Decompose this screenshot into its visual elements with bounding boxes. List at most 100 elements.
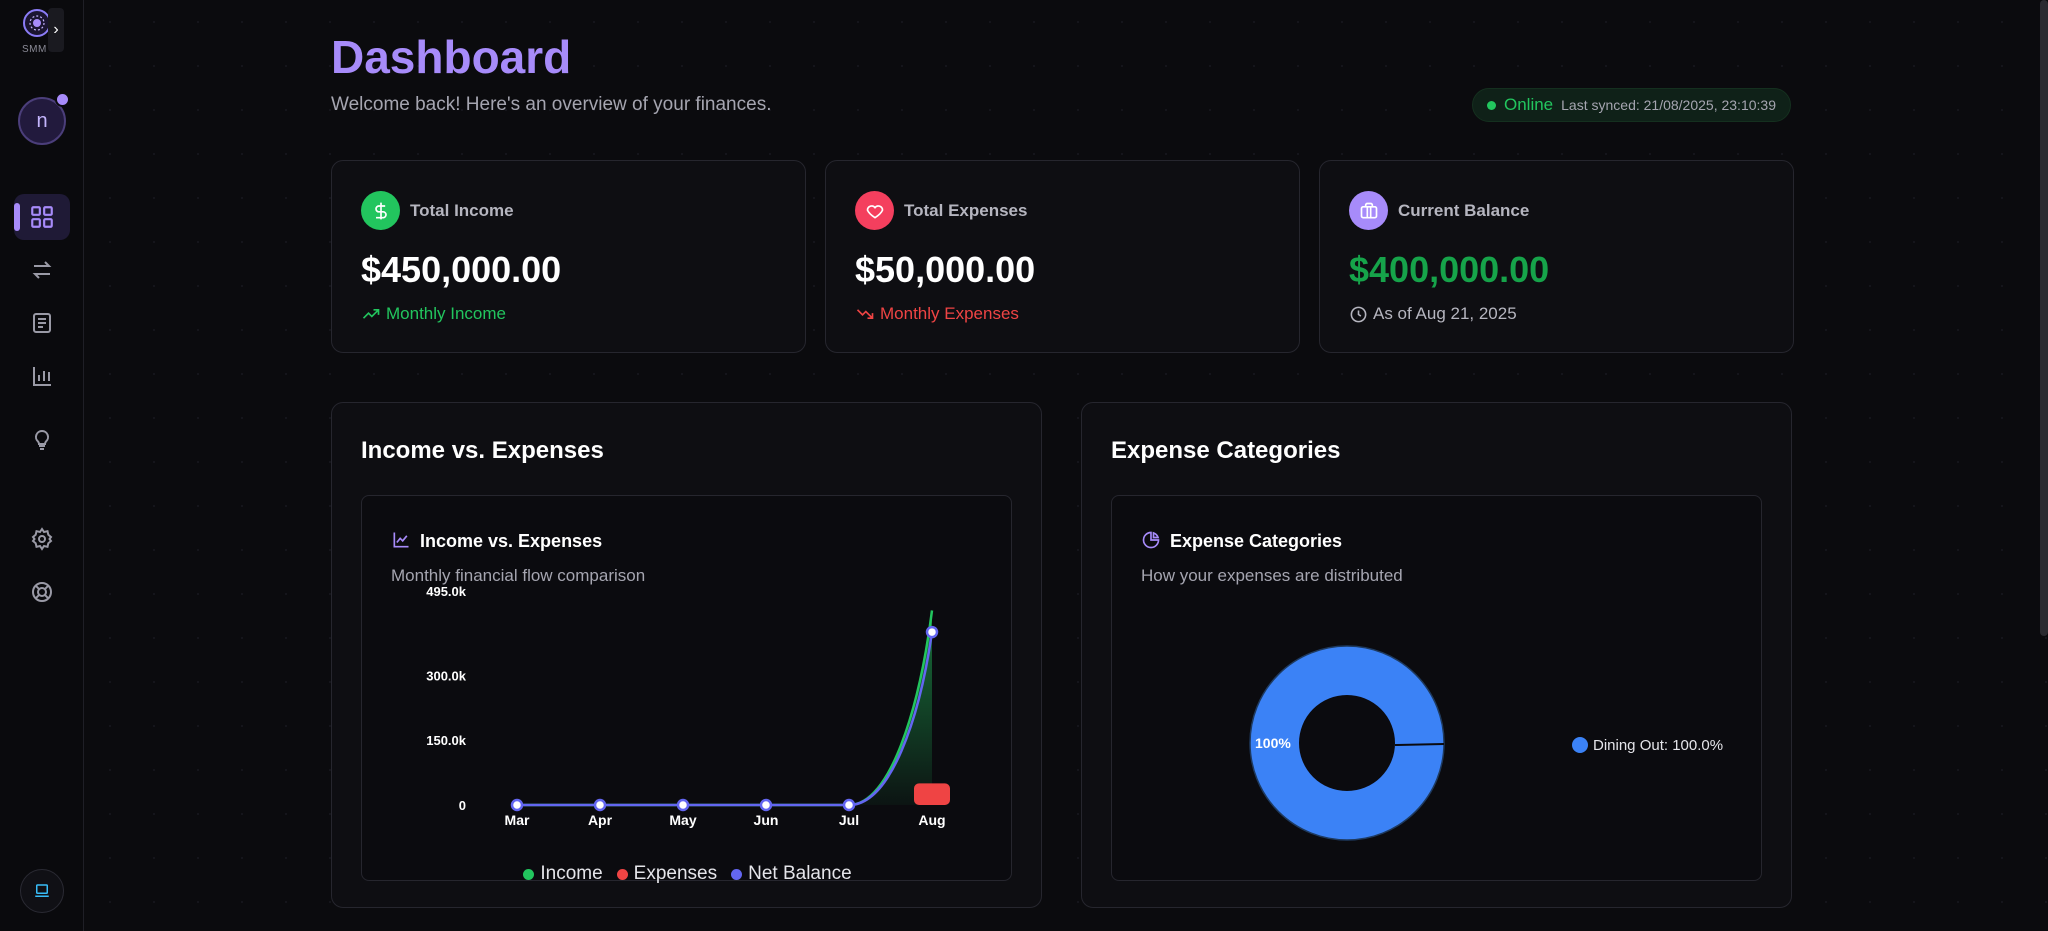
clock-icon: [1350, 306, 1367, 322]
expense-bar[interactable]: [914, 783, 950, 805]
y-tick-label: 300.0k: [426, 668, 467, 683]
x-tick-label: Apr: [588, 812, 613, 828]
app-logo[interactable]: SMM: [20, 8, 64, 56]
legend-dot: [731, 868, 743, 880]
page-scrollbar[interactable]: [2040, 0, 2048, 636]
sidebar-item-settings[interactable]: [14, 516, 70, 562]
sidebar-item-insights[interactable]: [14, 417, 70, 463]
income-vs-expenses-panel: Income vs. Expenses Income vs. Expenses …: [331, 402, 1042, 908]
slice-percent-label: 100%: [1255, 735, 1291, 751]
stat-label: Total Expenses: [904, 201, 1028, 220]
chevron-right-icon: ›: [53, 21, 59, 38]
net-balance-line: [516, 631, 934, 807]
y-tick-label: 0: [459, 798, 466, 813]
net-balance-point[interactable]: [925, 625, 939, 639]
expense-donut-chart: 100% Dining Out: 100.0%: [1249, 645, 1723, 841]
expense-chart-card: Expense Categories How your expenses are…: [1111, 495, 1762, 881]
stat-subtext: Monthly Income: [361, 304, 506, 324]
stat-value: $450,000.00: [361, 249, 562, 290]
y-tick-label: 150.0k: [426, 733, 467, 748]
device-toggle-button[interactable]: [20, 869, 64, 913]
donut-slice-gap: [1394, 743, 1445, 746]
net-balance-point[interactable]: [842, 798, 856, 812]
pie-chart-icon: [1142, 531, 1160, 549]
x-tick-label: Jul: [839, 812, 859, 828]
avatar-status-dot: [55, 92, 70, 107]
y-tick-label: 495.0k: [426, 586, 467, 599]
current-balance-card: Current Balance $400,000.00 As of Aug 21…: [1319, 160, 1794, 353]
arrows-swap-icon: [32, 261, 52, 279]
logo-label: SMM: [22, 44, 47, 55]
sidebar-item-dashboard[interactable]: [14, 194, 70, 240]
lightbulb-icon: [34, 429, 50, 450]
sidebar-item-transactions[interactable]: [14, 247, 70, 293]
lifebuoy-icon: [32, 582, 52, 602]
net-balance-point[interactable]: [676, 798, 690, 812]
legend-label: Income: [540, 863, 603, 884]
status-text: Online: [1504, 95, 1554, 114]
expense-categories-panel: Expense Categories Expense Categories Ho…: [1081, 402, 1792, 908]
chart-subtitle: Monthly financial flow comparison: [391, 566, 646, 585]
bar-chart-icon: [33, 367, 51, 386]
stat-subtext: As of Aug 21, 2025: [1349, 304, 1517, 324]
legend-item[interactable]: Expenses: [616, 863, 718, 885]
legend-dot: [616, 868, 628, 880]
stat-label: Total Income: [410, 201, 514, 220]
net-balance-point[interactable]: [593, 798, 607, 812]
gear-icon: [31, 527, 53, 551]
page-title: Dashboard: [331, 31, 572, 83]
expand-sidebar-button[interactable]: ›: [48, 8, 64, 52]
laptop-icon: [35, 884, 49, 897]
chart-subtitle: How your expenses are distributed: [1141, 566, 1403, 585]
stat-subtext-label: Monthly Expenses: [880, 304, 1019, 323]
sidebar-item-help[interactable]: [14, 569, 70, 615]
stat-label: Current Balance: [1398, 201, 1530, 220]
wallet-icon: [1349, 191, 1388, 230]
x-tick-label: May: [669, 812, 696, 828]
sidebar-item-analytics[interactable]: [14, 353, 70, 399]
stat-value: $400,000.00: [1349, 249, 1550, 290]
legend-dot: [1572, 737, 1588, 753]
stat-subtext-label: Monthly Income: [386, 304, 506, 323]
list-document-icon: [33, 313, 51, 333]
panel-title: Income vs. Expenses: [361, 437, 604, 464]
chart-legend: Income Expenses Net Balance: [362, 863, 1013, 885]
legend-item[interactable]: Net Balance: [731, 863, 852, 885]
page-subtitle: Welcome back! Here's an overview of your…: [331, 94, 772, 115]
panel-title: Expense Categories: [1111, 437, 1341, 464]
trending-down-icon: [856, 309, 874, 319]
legend-dot: [523, 868, 535, 880]
heart-icon: [855, 191, 894, 230]
legend-label: Expenses: [633, 863, 718, 884]
income-expenses-chart: 0 150.0k 300.0k 495.0k Mar Apr May Jun Jul Aug: [426, 586, 950, 828]
area-chart-icon: [393, 532, 409, 548]
online-dot: [1487, 100, 1496, 110]
chart-title: Income vs. Expenses: [420, 531, 603, 551]
dollar-icon: [361, 191, 400, 230]
donut-slice-dining-out[interactable]: [1250, 646, 1444, 840]
x-tick-label: Aug: [918, 812, 945, 828]
x-tick-label: Mar: [505, 812, 530, 828]
total-income-card: Total Income $450,000.00 Monthly Income: [331, 160, 806, 353]
income-line: [516, 610, 934, 807]
active-indicator: [14, 203, 20, 231]
net-balance-point[interactable]: [759, 798, 773, 812]
net-balance-point[interactable]: [510, 798, 524, 812]
grid-icon: [31, 206, 53, 228]
stat-subtext: Monthly Expenses: [855, 304, 1019, 324]
donut-outline: [1249, 645, 1445, 841]
legend-item[interactable]: Income: [523, 863, 603, 885]
income-chart-card: Income vs. Expenses Monthly financial fl…: [361, 495, 1012, 884]
sync-status-badge: Online Last synced: 21/08/2025, 23:10:39: [1472, 88, 1791, 122]
avatar-initial: n: [36, 109, 48, 132]
income-area: [517, 610, 932, 805]
logo-icon: [23, 9, 51, 37]
legend-label: Net Balance: [748, 863, 852, 884]
stat-subtext-label: As of Aug 21, 2025: [1373, 304, 1517, 323]
sidebar-item-reports[interactable]: [14, 300, 70, 346]
legend-label: Dining Out: 100.0%: [1593, 737, 1723, 754]
last-synced-text: Last synced: 21/08/2025, 23:10:39: [1561, 97, 1776, 113]
stat-value: $50,000.00: [855, 249, 1036, 290]
x-tick-label: Jun: [754, 812, 779, 828]
trending-up-icon: [362, 309, 380, 319]
